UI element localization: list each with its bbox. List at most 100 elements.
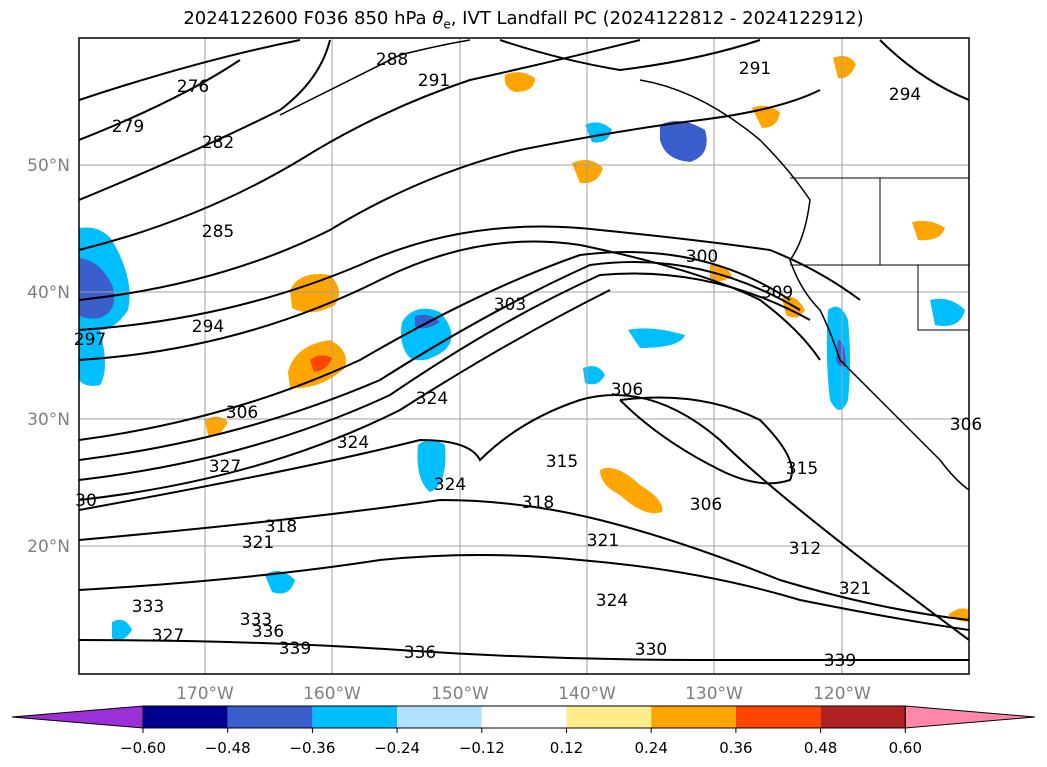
lon-tick-label: 150°W bbox=[431, 684, 489, 704]
contour-label: 321 bbox=[839, 579, 871, 599]
lat-tick-label: 40°N bbox=[27, 283, 70, 303]
lon-tick-label: 170°W bbox=[176, 684, 234, 704]
contour-label: 285 bbox=[202, 222, 234, 242]
contour-line bbox=[79, 639, 969, 662]
contour-line bbox=[79, 498, 969, 621]
colorbar-tick-label: 0.12 bbox=[550, 739, 583, 757]
shading-blob bbox=[833, 56, 856, 79]
contour-line bbox=[79, 261, 801, 461]
contour-label: 306 bbox=[611, 380, 643, 400]
state-borders bbox=[790, 177, 969, 331]
contour-label: 315 bbox=[786, 459, 818, 479]
contour-line bbox=[79, 39, 641, 251]
colorbar-tick-label: −0.24 bbox=[374, 739, 420, 757]
shading-blob bbox=[752, 105, 780, 128]
contour-label: 333 bbox=[132, 597, 164, 617]
colorbar-segment bbox=[566, 706, 652, 728]
contour-label: 306 bbox=[690, 495, 722, 515]
contour-label: 315 bbox=[546, 452, 578, 472]
contour-label: 294 bbox=[192, 317, 224, 337]
contour-line bbox=[79, 289, 611, 501]
lon-tick-label: 160°W bbox=[303, 684, 361, 704]
contour-label: 282 bbox=[202, 133, 234, 153]
lon-tick-label: 120°W bbox=[813, 684, 871, 704]
lat-tick-label: 20°N bbox=[27, 537, 70, 557]
contour-label: 30 bbox=[75, 491, 97, 511]
colorbar-segment bbox=[143, 706, 228, 728]
contour-label: 324 bbox=[434, 475, 466, 495]
colorbar-segment bbox=[735, 706, 821, 728]
contour-label: 294 bbox=[889, 85, 921, 105]
contour-label: 306 bbox=[226, 403, 258, 423]
shading-blob bbox=[205, 416, 228, 437]
colorbar-tick-label: −0.12 bbox=[459, 739, 505, 757]
contour-label: 309 bbox=[761, 283, 793, 303]
shading-blob bbox=[930, 298, 965, 326]
contour-line bbox=[79, 240, 821, 361]
colorbar-extend-min bbox=[11, 705, 144, 729]
colorbar-tick-label: 0.24 bbox=[634, 739, 667, 757]
contour-label: 276 bbox=[177, 77, 209, 97]
colorbar-tick-label: 0.60 bbox=[889, 739, 922, 757]
contour-label: 297 bbox=[74, 330, 106, 350]
contour-label: 318 bbox=[522, 493, 554, 513]
contour-line bbox=[79, 89, 821, 301]
contour-label: 339 bbox=[824, 651, 856, 671]
contour-label: 324 bbox=[416, 389, 448, 409]
theta-e-contours bbox=[79, 39, 969, 662]
contour-label: 321 bbox=[587, 531, 619, 551]
contour-label: 339 bbox=[279, 639, 311, 659]
contour-label: 279 bbox=[112, 117, 144, 137]
shading-blob bbox=[265, 571, 295, 594]
contour-label: 303 bbox=[494, 295, 526, 315]
contour-line bbox=[79, 272, 811, 481]
shading-blob bbox=[504, 72, 535, 92]
ivt-shading-layer bbox=[79, 56, 969, 641]
colorbar-tick-label: −0.60 bbox=[120, 739, 166, 757]
contour-line bbox=[79, 394, 969, 641]
colorbar-segment bbox=[397, 706, 482, 728]
lon-tick-label: 140°W bbox=[558, 684, 616, 704]
chart-title: 2024122600 F036 850 hPa θe, IVT Landfall… bbox=[183, 8, 864, 32]
colorbar-tick-label: 0.48 bbox=[804, 739, 837, 757]
shading-blob bbox=[290, 274, 339, 313]
contour-label: 291 bbox=[739, 59, 771, 79]
coastline bbox=[279, 39, 969, 491]
shading-blob bbox=[583, 366, 605, 385]
contour-label: 336 bbox=[252, 622, 284, 642]
lat-tick-label: 30°N bbox=[27, 410, 70, 430]
colorbar-segment bbox=[481, 706, 567, 728]
shading-blob bbox=[112, 619, 132, 641]
contour-label: 327 bbox=[209, 457, 241, 477]
contour-line bbox=[79, 39, 331, 201]
shading-blob bbox=[628, 328, 685, 348]
colorbar: −0.60 −0.48 −0.36 −0.24 −0.12 0.12 0.24 0.36 0.4… bbox=[11, 705, 1036, 757]
shading-blob bbox=[600, 467, 663, 514]
colorbar-segment bbox=[651, 706, 736, 728]
map-frame bbox=[78, 37, 970, 675]
colorbar-tick-label: −0.48 bbox=[205, 739, 251, 757]
contour-line bbox=[79, 554, 969, 631]
contour-line bbox=[79, 251, 791, 441]
contour-label: 306 bbox=[950, 415, 982, 435]
contour-label: 333 bbox=[240, 610, 272, 630]
lat-tick-label: 50°N bbox=[27, 156, 70, 176]
contour-label: 291 bbox=[418, 71, 450, 91]
contour-line bbox=[499, 39, 761, 72]
shading-blob bbox=[417, 440, 446, 492]
contour-line bbox=[79, 39, 301, 101]
contour-label: 327 bbox=[152, 626, 184, 646]
colorbar-extend-max bbox=[904, 705, 1036, 729]
contour-label: 324 bbox=[596, 591, 628, 611]
colorbar-segment bbox=[820, 706, 906, 728]
shading-blob bbox=[660, 121, 707, 162]
contour-label: 324 bbox=[337, 433, 369, 453]
contour-label: 321 bbox=[242, 533, 274, 553]
graticule bbox=[79, 38, 969, 674]
map-background bbox=[79, 38, 969, 674]
shading-blob bbox=[912, 220, 945, 241]
contour-line bbox=[79, 225, 861, 331]
contour-label: 330 bbox=[635, 640, 667, 660]
colorbar-tick-label: −0.36 bbox=[289, 739, 335, 757]
